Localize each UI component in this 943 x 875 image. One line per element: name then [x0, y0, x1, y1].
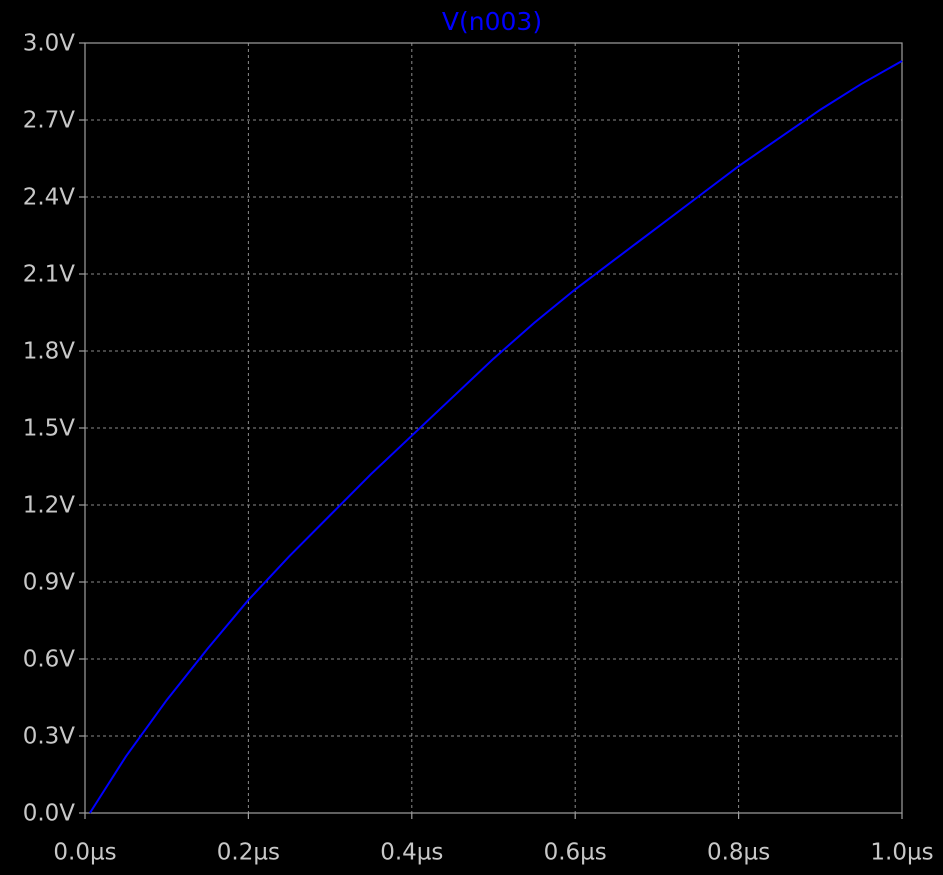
y-tick-label: 0.3V — [23, 724, 76, 750]
y-tick-label: 1.8V — [23, 339, 76, 365]
y-tick-label: 0.9V — [23, 570, 76, 596]
y-tick-label: 2.1V — [23, 262, 76, 288]
x-tick-label: 0.0µs — [53, 840, 116, 866]
trace-title[interactable]: V(n003) — [442, 7, 542, 36]
y-tick-label: 0.0V — [23, 801, 76, 827]
y-tick-label: 1.5V — [23, 416, 76, 442]
x-tick-label: 0.4µs — [380, 840, 443, 866]
x-tick-label: 0.8µs — [707, 840, 770, 866]
x-tick-label: 1.0µs — [870, 840, 933, 866]
x-tick-label: 0.6µs — [544, 840, 607, 866]
x-tick-label: 0.2µs — [217, 840, 280, 866]
y-tick-label: 0.6V — [23, 647, 76, 673]
y-tick-label: 3.0V — [23, 31, 76, 57]
trace — [89, 60, 903, 814]
y-tick-label: 2.4V — [23, 185, 76, 211]
plot-frame — [84, 42, 903, 814]
y-tick-label: 2.7V — [23, 108, 76, 134]
y-tick-label: 1.2V — [23, 493, 76, 519]
